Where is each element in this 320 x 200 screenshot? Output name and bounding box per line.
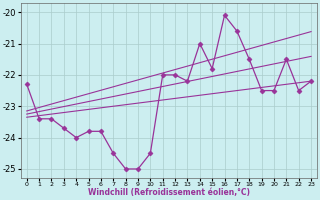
- X-axis label: Windchill (Refroidissement éolien,°C): Windchill (Refroidissement éolien,°C): [88, 188, 250, 197]
